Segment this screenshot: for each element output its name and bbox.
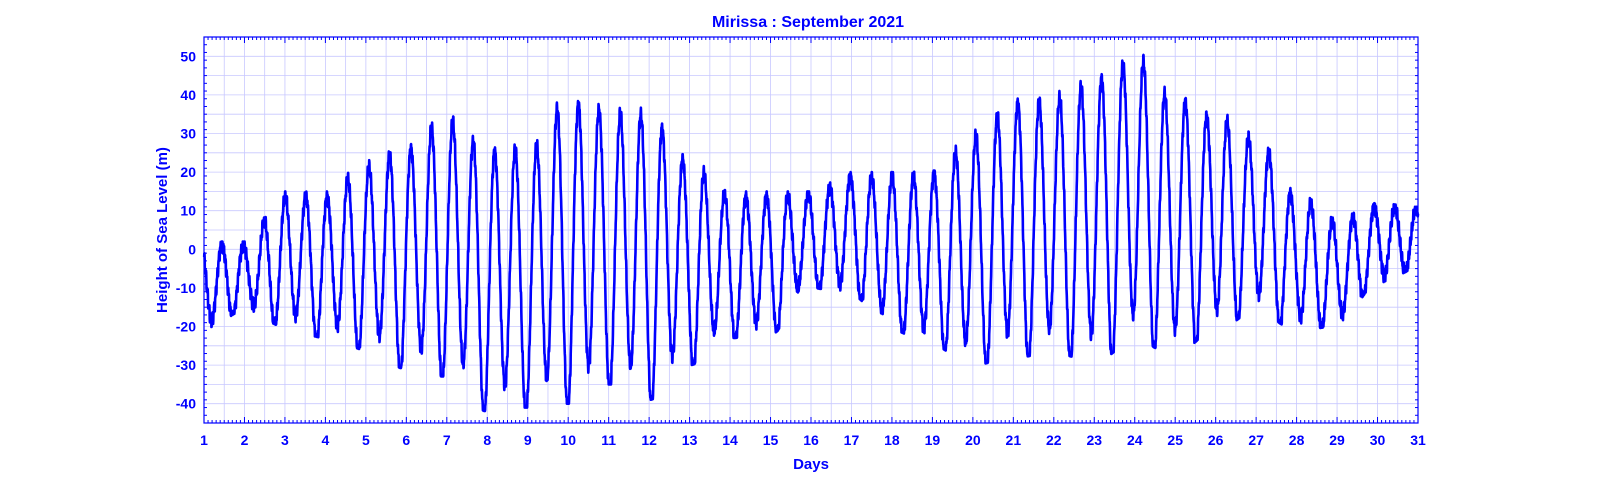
- y-tick-label: -20: [176, 319, 196, 335]
- x-tick-label: 9: [524, 432, 532, 448]
- tick-marks: [203, 36, 1419, 424]
- x-tick-label: 10: [560, 432, 576, 448]
- x-tick-labels: 1 2 3 4 5 6 7 8 9 10 11 12 13 14 15 16 17 18 19 20 21 22 23 24 2…: [200, 432, 1426, 448]
- x-tick-label: 26: [1208, 432, 1224, 448]
- y-tick-labels: -40 -30 -20 -10 0 10 20 30 40 50: [176, 48, 196, 411]
- x-tick-label: 27: [1248, 432, 1264, 448]
- x-tick-label: 16: [803, 432, 819, 448]
- x-tick-label: 6: [402, 432, 410, 448]
- y-tick-label: 20: [180, 164, 196, 180]
- x-tick-label: 1: [200, 432, 208, 448]
- x-tick-label: 17: [844, 432, 860, 448]
- y-tick-label: 0: [188, 241, 196, 257]
- x-tick-label: 5: [362, 432, 370, 448]
- x-tick-label: 12: [641, 432, 657, 448]
- x-tick-label: 21: [1006, 432, 1022, 448]
- y-tick-label: 50: [180, 48, 196, 64]
- sea-level-series-line: [202, 53, 1420, 413]
- x-tick-label: 31: [1410, 432, 1426, 448]
- x-tick-label: 29: [1329, 432, 1345, 448]
- x-tick-label: 7: [443, 432, 451, 448]
- x-tick-label: 8: [483, 432, 491, 448]
- x-tick-label: 3: [281, 432, 289, 448]
- x-tick-label: 11: [601, 432, 616, 448]
- x-axis-label: Days: [793, 456, 829, 473]
- x-tick-label: 2: [241, 432, 249, 448]
- series-layer: [202, 53, 1420, 413]
- y-tick-label: 40: [180, 87, 196, 103]
- y-tick-label: 30: [180, 126, 196, 142]
- x-tick-label: 30: [1370, 432, 1386, 448]
- y-tick-label: -10: [176, 280, 196, 296]
- x-tick-label: 14: [722, 432, 738, 448]
- x-tick-label: 20: [965, 432, 981, 448]
- x-tick-label: 15: [763, 432, 779, 448]
- x-tick-label: 13: [682, 432, 698, 448]
- x-tick-label: 24: [1127, 432, 1143, 448]
- x-tick-label: 18: [884, 432, 900, 448]
- y-tick-label: -30: [176, 357, 196, 373]
- y-tick-label: -40: [176, 396, 196, 412]
- x-tick-label: 25: [1167, 432, 1183, 448]
- y-axis-label: Height of Sea Level (m): [154, 147, 171, 313]
- x-tick-label: 28: [1289, 432, 1305, 448]
- chart-title: Mirissa : September 2021: [712, 14, 904, 31]
- x-tick-label: 4: [322, 432, 330, 448]
- y-tick-label: 10: [180, 203, 196, 219]
- x-tick-label: 23: [1086, 432, 1102, 448]
- grid-lines: [204, 37, 1418, 423]
- x-tick-label: 19: [925, 432, 941, 448]
- x-tick-label: 22: [1046, 432, 1062, 448]
